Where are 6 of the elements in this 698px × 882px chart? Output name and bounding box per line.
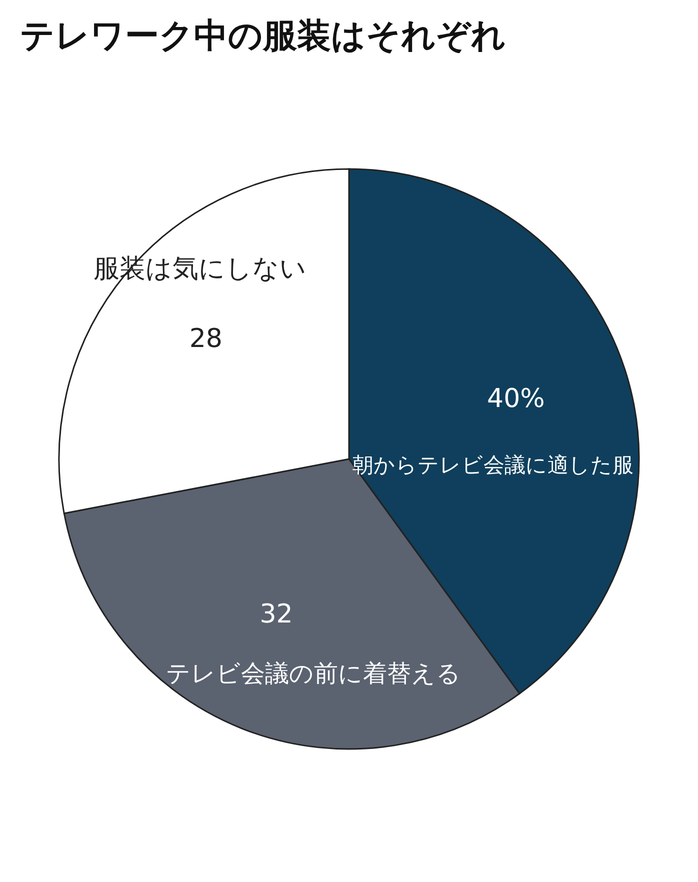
data-label: 40% xyxy=(487,384,545,414)
data-label: 32 xyxy=(260,599,293,630)
chart-title: テレワーク中の服装はそれぞれ xyxy=(20,16,506,56)
data-label: 28 xyxy=(189,324,222,354)
slice-label: テレビ会議の前に着替える xyxy=(166,659,461,688)
slice-label: 朝からテレビ会議に適した服 xyxy=(352,453,634,478)
